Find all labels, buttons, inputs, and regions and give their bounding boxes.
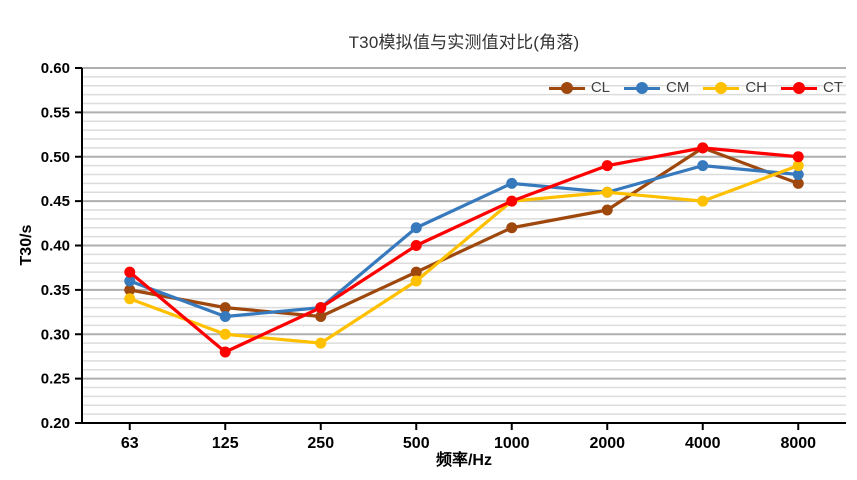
svg-text:0.40: 0.40: [41, 238, 70, 255]
ch-line-marker-icon: [703, 81, 740, 94]
svg-text:1000: 1000: [494, 435, 530, 452]
svg-text:250: 250: [307, 435, 334, 452]
svg-text:0.50: 0.50: [41, 149, 70, 166]
ct-line-marker-icon: [781, 81, 817, 94]
data-point-CL-1000: [506, 222, 518, 234]
y-axis-title: T30/s: [18, 224, 35, 266]
data-point-CH-250: [315, 337, 327, 349]
legend-label-ch: CH: [745, 79, 767, 96]
svg-text:0.60: 0.60: [41, 60, 70, 77]
legend-item-ct: CT: [781, 79, 843, 96]
data-point-CM-1000: [506, 177, 518, 189]
data-point-CH-2000: [601, 186, 613, 198]
series-CT: [124, 142, 804, 358]
legend: CL CM CH CT: [548, 79, 843, 96]
data-point-CL-250: [315, 311, 327, 322]
data-point-CM-4000: [697, 160, 709, 172]
svg-text:0.35: 0.35: [41, 282, 70, 299]
data-point-CM-8000: [792, 169, 804, 180]
data-point-CH-125: [219, 328, 231, 340]
svg-text:0.55: 0.55: [41, 104, 70, 121]
data-point-CT-2000: [601, 160, 613, 172]
data-point-CH-8000: [792, 160, 804, 172]
svg-text:4000: 4000: [685, 435, 721, 452]
x-axis-title: 频率/Hz: [435, 452, 492, 469]
svg-text:0.45: 0.45: [41, 193, 70, 210]
data-point-CM-63: [124, 275, 136, 287]
data-point-CH-63: [124, 293, 136, 305]
data-point-CH-500: [410, 275, 422, 287]
legend-item-cl: CL: [548, 79, 610, 96]
minor-gridlines: [82, 76, 846, 415]
legend-label-ct: CT: [823, 79, 843, 96]
cl-line-marker-icon: [548, 81, 585, 94]
svg-text:8000: 8000: [780, 435, 816, 452]
data-point-CT-250: [315, 302, 327, 314]
data-point-CT-4000: [697, 142, 709, 154]
svg-text:0.20: 0.20: [41, 415, 70, 432]
data-point-CT-500: [410, 240, 422, 251]
svg-text:0.30: 0.30: [41, 326, 70, 343]
chart-title: T30模拟值与实测值对比(角落): [348, 33, 580, 52]
data-point-CT-63: [124, 266, 136, 278]
legend-label-cm: CM: [666, 79, 690, 96]
svg-text:125: 125: [212, 435, 239, 452]
data-point-CL-8000: [792, 177, 804, 189]
svg-text:500: 500: [403, 435, 430, 452]
y-tick-labels: 0.20 0.25 0.30 0.35 0.40 0.45 0.50 0.55 0.60: [41, 60, 70, 432]
legend-item-ch: CH: [703, 79, 767, 96]
data-point-CL-500: [410, 266, 422, 278]
legend-item-cm: CM: [624, 79, 689, 96]
data-point-CT-125: [219, 346, 231, 358]
cm-line-marker-icon: [624, 81, 660, 94]
data-point-CT-1000: [506, 195, 518, 207]
data-point-CL-2000: [601, 204, 613, 216]
data-point-CL-63: [124, 284, 136, 296]
svg-text:2000: 2000: [589, 435, 625, 452]
x-tick-labels: 63 125 250 500 1000 2000 4000 8000: [121, 435, 816, 452]
data-point-CH-4000: [697, 195, 709, 207]
svg-text:63: 63: [121, 435, 139, 452]
legend-label-cl: CL: [590, 79, 610, 96]
data-point-CM-125: [219, 311, 231, 322]
tick-marks: [75, 67, 800, 430]
data-point-CL-125: [219, 302, 231, 314]
svg-text:0.25: 0.25: [41, 371, 70, 388]
data-point-CT-8000: [792, 151, 804, 163]
data-point-CM-500: [410, 222, 422, 234]
major-gridlines: [82, 67, 846, 380]
